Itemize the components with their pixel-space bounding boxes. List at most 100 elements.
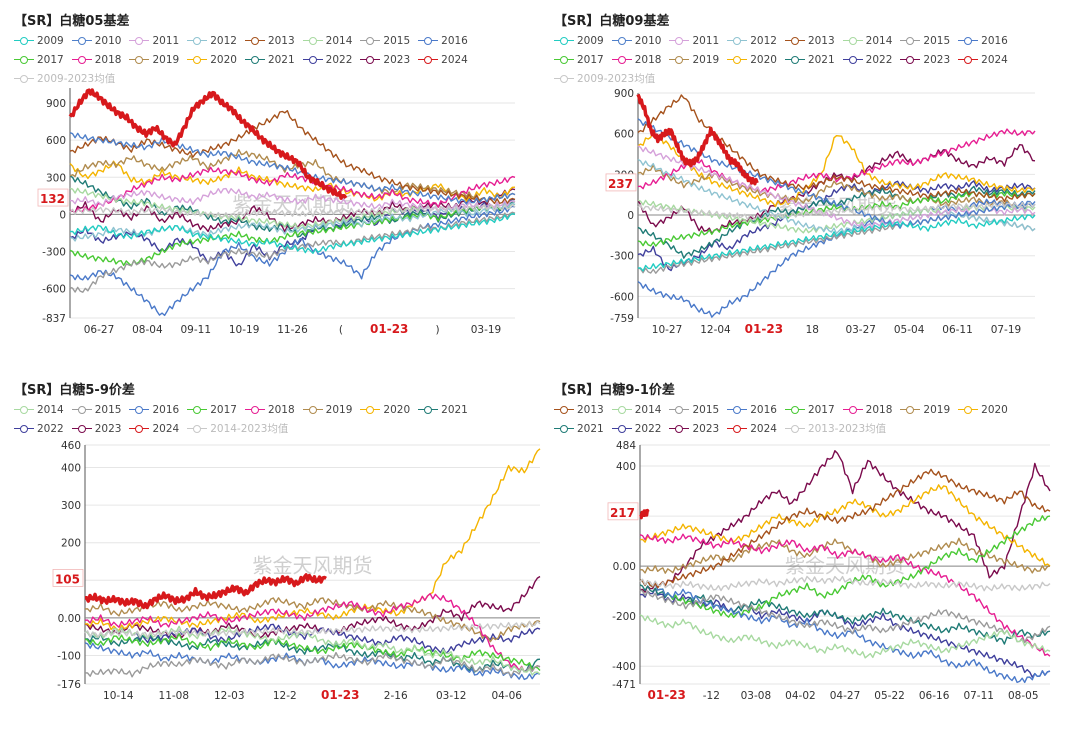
legend-item[interactable]: 2015 bbox=[900, 32, 950, 51]
y-tick-label: 300 bbox=[46, 172, 66, 184]
legend-item[interactable]: 2014 bbox=[14, 401, 64, 420]
legend-item[interactable]: 2014-2023均值 bbox=[187, 420, 288, 439]
legend-item[interactable]: 2024 bbox=[418, 51, 468, 70]
legend-label: 2015 bbox=[692, 404, 720, 416]
legend-item[interactable]: 2015 bbox=[71, 401, 122, 420]
legend-item[interactable]: 2018 bbox=[244, 401, 295, 420]
series-line-2016 bbox=[639, 579, 1051, 684]
current-value-box bbox=[607, 502, 639, 521]
legend-label: 2009 bbox=[577, 35, 604, 47]
legend-item[interactable]: 2017 bbox=[14, 51, 64, 70]
legend-label: 2016 bbox=[152, 404, 180, 416]
legend-item[interactable]: 2013 bbox=[244, 32, 295, 51]
legend-item[interactable]: 2009-2023均值 bbox=[554, 70, 655, 89]
legend-item[interactable]: 2016 bbox=[958, 32, 1008, 51]
legend-item[interactable]: 2021 bbox=[244, 51, 295, 70]
legend-item[interactable]: 2013 bbox=[554, 401, 604, 420]
legend-item[interactable]: 2011 bbox=[669, 32, 719, 51]
legend-item[interactable]: 2015 bbox=[669, 401, 719, 420]
y-tick-label: 0.00 bbox=[58, 613, 81, 625]
legend-item[interactable]: 2023 bbox=[900, 51, 950, 70]
legend-item[interactable]: 2010 bbox=[71, 32, 121, 51]
legend-item[interactable]: 2022 bbox=[842, 51, 892, 70]
x-tick-label: 04-02 bbox=[785, 690, 816, 702]
legend-item[interactable]: 2024 bbox=[727, 420, 777, 439]
legend-item[interactable]: 2011 bbox=[129, 32, 179, 51]
legend-item[interactable]: 2018 bbox=[611, 51, 661, 70]
legend-label: 2015 bbox=[94, 404, 122, 416]
legend-marker-icon bbox=[900, 55, 921, 65]
legend-label: 2023 bbox=[923, 54, 951, 66]
legend-item[interactable]: 2021 bbox=[418, 401, 468, 420]
legend-item[interactable]: 2023 bbox=[669, 420, 719, 439]
legend-marker-icon bbox=[554, 36, 574, 46]
legend-item[interactable]: 2017 bbox=[554, 51, 604, 70]
legend-item[interactable]: 2014 bbox=[302, 32, 352, 51]
legend-marker-icon bbox=[187, 405, 208, 415]
y-tick-label: -600 bbox=[610, 291, 634, 303]
legend-item[interactable]: 2017 bbox=[784, 401, 835, 420]
legend-label: 2013-2023均值 bbox=[807, 423, 887, 435]
legend-item[interactable]: 2019 bbox=[302, 401, 352, 420]
legend-item[interactable]: 2009-2023均值 bbox=[14, 70, 115, 89]
legend-item[interactable]: 2018 bbox=[71, 51, 121, 70]
legend-item[interactable]: 2022 bbox=[14, 420, 64, 439]
legend-item[interactable]: 2022 bbox=[611, 420, 662, 439]
legend-item[interactable]: 2021 bbox=[784, 51, 835, 70]
legend-item[interactable]: 2024 bbox=[129, 420, 179, 439]
legend-item[interactable]: 2012 bbox=[727, 32, 777, 51]
legend-item[interactable]: 2020 bbox=[187, 51, 237, 70]
legend-item[interactable]: 2010 bbox=[611, 32, 661, 51]
legend-item[interactable]: 2014 bbox=[611, 401, 662, 420]
legend-item[interactable]: 2024 bbox=[958, 51, 1008, 70]
y-tick-label: -837 bbox=[42, 313, 66, 325]
chart-title: 【SR】白糖9-1价差 bbox=[554, 383, 675, 398]
legend-label: 2011 bbox=[692, 35, 720, 47]
legend-item[interactable]: 2016 bbox=[129, 401, 179, 420]
legend-item[interactable]: 2020 bbox=[360, 401, 410, 420]
legend-item[interactable]: 2013-2023均值 bbox=[784, 420, 887, 439]
legend-item[interactable]: 2019 bbox=[900, 401, 950, 420]
series-line-2020 bbox=[69, 160, 516, 202]
series-line-2010 bbox=[69, 131, 516, 205]
legend-label: 2021 bbox=[441, 404, 468, 416]
series-line-2012 bbox=[69, 202, 516, 242]
legend-item[interactable]: 2009 bbox=[14, 32, 64, 51]
legend-item[interactable]: 2018 bbox=[842, 401, 892, 420]
legend-item[interactable]: 2015 bbox=[360, 32, 410, 51]
legend-marker-icon bbox=[554, 55, 574, 65]
legend-marker-icon bbox=[187, 36, 208, 46]
legend-label: 2022 bbox=[634, 423, 662, 435]
legend-marker-icon bbox=[14, 424, 34, 434]
legend-item[interactable]: 2014 bbox=[842, 32, 892, 51]
x-tick-label: ) bbox=[436, 324, 440, 336]
legend-item[interactable]: 2009 bbox=[554, 32, 604, 51]
x-tick-label: 12-04 bbox=[700, 324, 731, 336]
legend-item[interactable]: 2023 bbox=[360, 51, 410, 70]
legend-label: 2014 bbox=[634, 404, 662, 416]
legend-label: 2012 bbox=[210, 35, 237, 47]
legend-label: 2022 bbox=[325, 54, 353, 66]
legend-item[interactable]: 2021 bbox=[554, 420, 604, 439]
legend-item[interactable]: 2023 bbox=[71, 420, 121, 439]
legend-marker-icon bbox=[727, 405, 748, 415]
legend-label: 2016 bbox=[981, 35, 1008, 47]
legend-item[interactable]: 2022 bbox=[302, 51, 353, 70]
current-value-label: 132 bbox=[40, 192, 65, 206]
legend-label: 2020 bbox=[981, 404, 1008, 416]
series-line-2018 bbox=[639, 533, 1051, 657]
legend-item[interactable]: 2019 bbox=[669, 51, 719, 70]
legend-item[interactable]: 2019 bbox=[129, 51, 179, 70]
x-tick-label: 10-27 bbox=[652, 324, 683, 336]
legend-item[interactable]: 2012 bbox=[187, 32, 237, 51]
legend-item[interactable]: 2013 bbox=[784, 32, 835, 51]
legend-item[interactable]: 2016 bbox=[418, 32, 468, 51]
x-tick-label: 11-08 bbox=[159, 690, 190, 702]
legend-item[interactable]: 2017 bbox=[187, 401, 237, 420]
legend-item[interactable]: 2020 bbox=[727, 51, 777, 70]
legend-label: 2023 bbox=[692, 423, 720, 435]
x-tick-label: 12-2 bbox=[273, 690, 297, 702]
legend-item[interactable]: 2020 bbox=[958, 401, 1008, 420]
legend-item[interactable]: 2016 bbox=[727, 401, 777, 420]
